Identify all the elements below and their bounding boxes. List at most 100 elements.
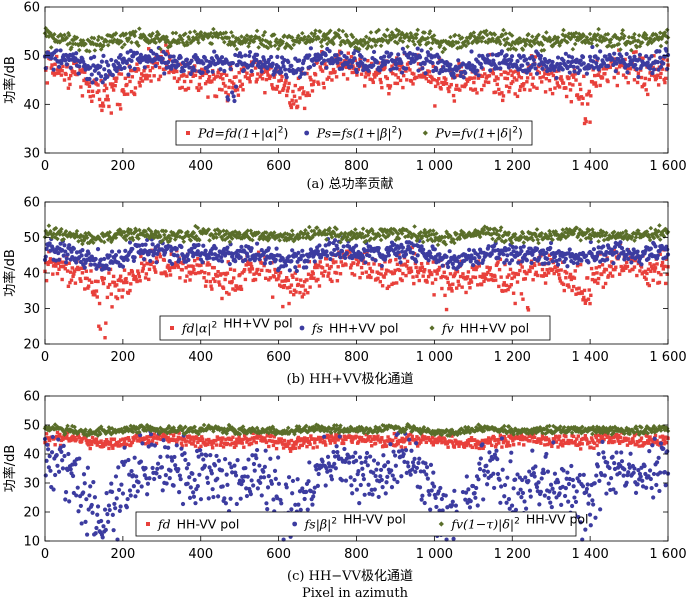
data-point — [335, 279, 340, 283]
data-point — [457, 283, 461, 287]
data-point — [266, 57, 271, 63]
data-point — [571, 75, 576, 79]
data-point — [633, 62, 638, 68]
data-point — [302, 34, 307, 40]
data-point — [157, 252, 162, 257]
data-point — [403, 252, 409, 257]
data-point — [265, 70, 269, 74]
data-point — [323, 53, 328, 58]
data-point — [533, 272, 538, 277]
data-point — [201, 243, 206, 248]
data-point — [304, 93, 308, 98]
data-point — [118, 103, 122, 107]
data-point — [113, 253, 119, 258]
data-point — [88, 262, 94, 267]
data-point — [98, 327, 103, 331]
data-point — [80, 271, 85, 275]
data-point — [460, 61, 466, 66]
data-point — [534, 227, 540, 232]
data-point — [268, 43, 274, 49]
data-point — [291, 89, 295, 94]
data-point — [580, 54, 586, 60]
data-point — [275, 40, 280, 46]
data-point — [606, 79, 610, 84]
data-point — [254, 57, 259, 63]
data-point — [532, 263, 537, 268]
data-point — [282, 33, 287, 39]
data-point — [56, 250, 61, 256]
data-point — [183, 31, 188, 37]
data-point — [515, 59, 520, 64]
data-point — [568, 36, 573, 42]
data-point — [55, 271, 60, 276]
data-point — [145, 37, 151, 43]
data-point — [379, 63, 384, 69]
data-point — [185, 252, 190, 257]
data-point — [505, 36, 510, 41]
data-point — [239, 34, 244, 39]
data-point — [393, 62, 398, 67]
data-point — [175, 253, 180, 258]
data-point — [467, 247, 472, 252]
data-point — [288, 290, 293, 294]
data-point — [595, 32, 601, 37]
data-point — [594, 43, 600, 48]
data-point — [167, 266, 171, 270]
data-point — [294, 39, 300, 44]
data-point — [658, 55, 663, 60]
data-point — [155, 61, 159, 66]
data-point — [83, 70, 87, 74]
data-point — [629, 47, 634, 53]
data-point — [547, 72, 551, 76]
data-point — [513, 245, 519, 250]
data-point — [412, 281, 416, 286]
data-point — [365, 248, 370, 253]
data-point — [207, 77, 211, 82]
chart-panel-2: 0 200 400 600 800 1 000 1 200 1 400 1 6002030405… — [2, 196, 687, 388]
data-point — [564, 276, 568, 280]
data-point — [498, 257, 503, 262]
data-point — [278, 270, 283, 275]
data-point — [205, 263, 209, 267]
data-point — [293, 83, 297, 88]
data-point — [296, 282, 301, 287]
data-point — [218, 67, 223, 72]
data-point — [477, 264, 482, 268]
data-point — [188, 71, 193, 77]
data-point — [570, 73, 574, 77]
data-point — [419, 73, 424, 77]
y-tick-label: 60 — [23, 1, 40, 16]
data-point — [79, 253, 84, 258]
data-point — [246, 259, 250, 264]
data-point — [329, 37, 335, 43]
data-point — [624, 75, 628, 80]
data-point — [545, 268, 549, 272]
data-point — [51, 67, 56, 72]
data-point — [314, 36, 319, 42]
data-point — [569, 34, 575, 40]
data-point — [48, 45, 54, 50]
data-point — [153, 268, 157, 272]
data-point — [204, 71, 209, 76]
data-point — [51, 272, 55, 276]
data-point — [239, 67, 244, 71]
data-point — [119, 45, 125, 50]
data-point — [220, 296, 224, 301]
data-point — [300, 295, 305, 299]
data-point — [69, 270, 73, 274]
data-point — [537, 262, 542, 266]
y-tick-label: 40 — [23, 267, 40, 282]
data-point — [100, 108, 104, 113]
data-point — [316, 80, 320, 84]
data-point — [417, 278, 421, 283]
data-point — [325, 77, 329, 81]
data-point — [289, 45, 294, 51]
data-point — [207, 263, 212, 267]
data-point — [340, 28, 346, 34]
data-point — [431, 33, 437, 38]
data-point — [125, 257, 130, 263]
data-point — [431, 260, 436, 264]
data-point — [57, 71, 61, 75]
data-point — [316, 252, 321, 257]
